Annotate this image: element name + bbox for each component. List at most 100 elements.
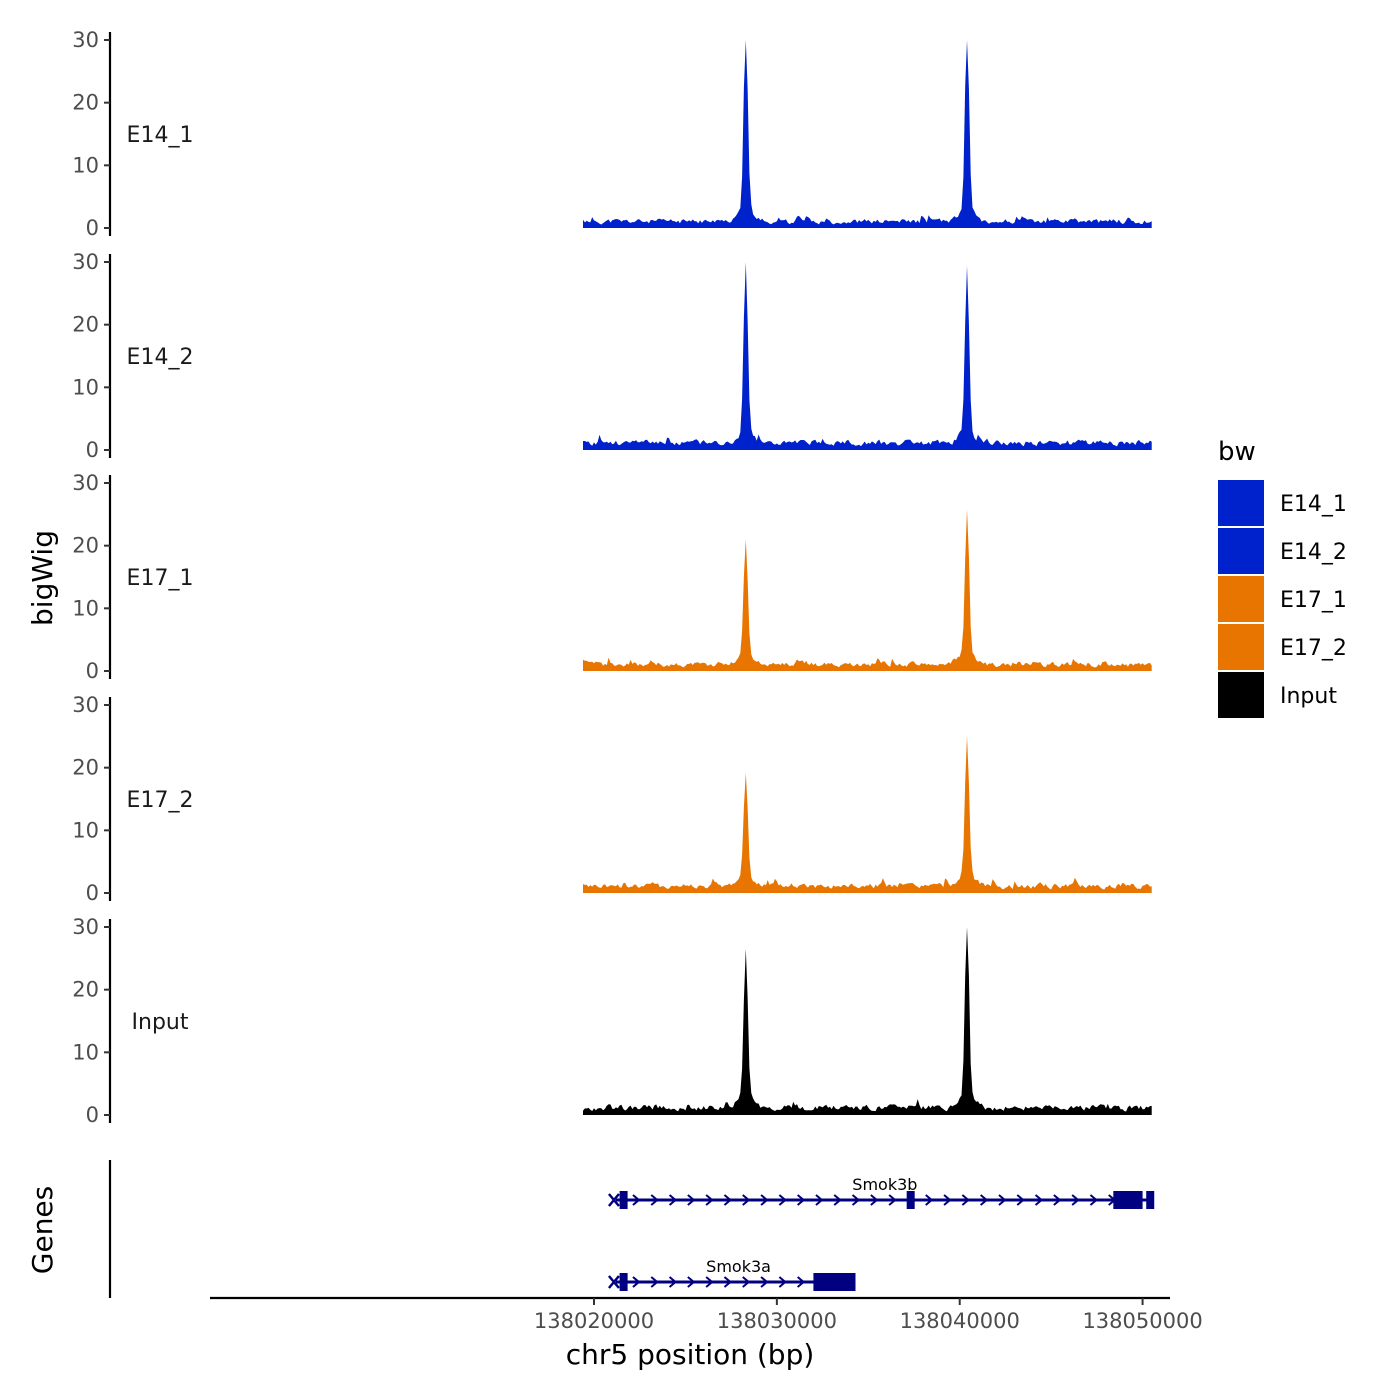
gene-strand-chevron-Smok3b [742,1194,751,1206]
y-tick-label-E17_2-30: 30 [72,693,99,717]
x-tick-label-138040000: 138040000 [900,1309,1020,1333]
genes-panel: Smok3b Smok3a [108,1160,1155,1298]
legend: bw E14_1 E14_2 E17_1 E17_2 Input [1218,437,1347,718]
track-label-E14_1: E14_1 [127,123,194,148]
gene-strand-chevron-Smok3a [687,1276,696,1288]
y-tick-label-E17_1-0: 0 [86,659,99,683]
track-label-E17_2: E17_2 [127,788,194,813]
legend-swatch-E17_1 [1218,576,1264,622]
gene-strand-chevron-Smok3b [925,1194,934,1206]
gene-strand-chevron-Smok3a [705,1276,714,1288]
signal-area-Input [583,927,1152,1115]
gene-strand-chevron-Smok3a [742,1276,751,1288]
y-tick-label-E17_2-0: 0 [86,881,99,905]
y-tick-label-E17_2-10: 10 [72,818,99,842]
gene-strand-chevron-Smok3b [888,1194,897,1206]
gene-start-marker-Smok3a [607,1275,620,1289]
signal-tracks: 0 10 20 30 E14_1 0 10 20 30 E14_2 0 10 20 30 E17_1 0 10 2… [72,28,1152,1127]
y-tick-label-E17_1-30: 30 [72,471,99,495]
gene-strand-chevron-Smok3a [650,1276,659,1288]
legend-swatch-Input [1218,672,1264,718]
gene-strand-chevron-Smok3b [723,1194,733,1206]
gene-strand-chevron-Smok3b [1034,1194,1044,1206]
gene-exon-Smok3a-0 [619,1273,628,1291]
y-tick-label-E17_1-20: 20 [72,534,99,558]
y-axis-title: bigWig [26,530,59,626]
gene-strand-chevron-Smok3b [650,1194,659,1206]
y-tick-label-Input-0: 0 [86,1103,99,1127]
gene-strand-chevron-Smok3b [870,1194,879,1206]
gene-strand-chevron-Smok3b [961,1194,970,1206]
track-Input: 0 10 20 30 Input [72,915,1152,1127]
gene-strand-chevron-Smok3b [1053,1194,1062,1206]
y-tick-label-E14_1-0: 0 [86,216,99,240]
x-tick-label-138020000: 138020000 [534,1309,654,1333]
gene-Smok3b: Smok3b [607,1175,1155,1209]
y-tick-label-Input-10: 10 [72,1040,99,1064]
gene-strand-chevron-Smok3b [1071,1194,1080,1206]
y-tick-label-E14_2-20: 20 [72,313,99,337]
track-label-E14_2: E14_2 [127,345,194,370]
gene-strand-chevron-Smok3b [632,1194,641,1206]
y-tick-label-E14_2-0: 0 [86,438,99,462]
gene-strand-chevron-Smok3b [778,1194,787,1206]
track-label-Input: Input [132,1010,189,1035]
y-tick-label-E17_2-20: 20 [72,756,99,780]
legend-swatch-E14_1 [1218,480,1264,526]
track-E17_1: 0 10 20 30 E17_1 [72,471,1152,683]
signal-area-E14_2 [583,262,1152,450]
gene-label-Smok3a: Smok3a [706,1257,771,1276]
gene-strand-chevron-Smok3a [778,1276,787,1288]
gene-strand-chevron-Smok3a [723,1276,733,1288]
y-tick-label-E14_2-30: 30 [72,250,99,274]
gene-exon-Smok3a-1 [813,1273,856,1291]
y-tick-label-E17_1-10: 10 [72,596,99,620]
gene-Smok3a: Smok3a [607,1257,856,1291]
gene-strand-chevron-Smok3a [668,1276,678,1288]
gene-strand-chevron-Smok3b [833,1194,842,1206]
x-tick-label-138050000: 138050000 [1082,1309,1202,1333]
x-axis-title: chr5 position (bp) [566,1338,815,1371]
legend-label-E17_1: E17_1 [1280,588,1347,613]
track-label-E17_1: E17_1 [127,566,194,591]
gene-strand-chevron-Smok3b [980,1194,989,1206]
legend-swatch-E14_2 [1218,528,1264,574]
gene-strand-chevron-Smok3a [632,1276,641,1288]
gene-strand-chevron-Smok3b [815,1194,824,1206]
track-E14_1: 0 10 20 30 E14_1 [72,28,1152,240]
gene-strand-chevron-Smok3b [705,1194,714,1206]
gene-strand-chevron-Smok3b [998,1194,1007,1206]
signal-area-E17_2 [583,735,1152,893]
legend-label-E17_2: E17_2 [1280,636,1347,661]
signal-area-E14_1 [583,40,1152,228]
track-E14_2: 0 10 20 30 E14_2 [72,250,1152,462]
track-E17_2: 0 10 20 30 E17_2 [72,693,1152,905]
x-axis: 138020000 138030000 138040000 138050000 [210,1296,1203,1333]
gene-start-marker-Smok3b [607,1193,620,1207]
gene-strand-chevron-Smok3b [1089,1194,1099,1206]
gene-strand-chevron-Smok3b [668,1194,678,1206]
y-tick-label-E14_1-10: 10 [72,153,99,177]
legend-label-E14_2: E14_2 [1280,540,1347,565]
legend-label-Input: Input [1280,684,1337,709]
y-tick-label-Input-20: 20 [72,978,99,1002]
y-tick-label-Input-30: 30 [72,915,99,939]
legend-swatch-E17_2 [1218,624,1264,670]
gene-label-Smok3b: Smok3b [852,1175,917,1194]
gene-strand-chevron-Smok3b [760,1194,769,1206]
y-tick-label-E14_1-30: 30 [72,28,99,52]
signal-area-E17_1 [583,509,1152,671]
y-tick-label-E14_1-20: 20 [72,91,99,115]
gene-strand-chevron-Smok3b [687,1194,696,1206]
gene-strand-chevron-Smok3b [1016,1194,1025,1206]
gene-strand-chevron-Smok3b [851,1194,861,1206]
gene-strand-chevron-Smok3a [760,1276,769,1288]
legend-label-E14_1: E14_1 [1280,492,1347,517]
gene-exon-Smok3b-0 [619,1191,628,1209]
x-tick-label-138030000: 138030000 [717,1309,837,1333]
gene-strand-chevron-Smok3b [943,1194,952,1206]
gene-exon-Smok3b-2 [1113,1191,1143,1209]
y-tick-label-E14_2-10: 10 [72,375,99,399]
